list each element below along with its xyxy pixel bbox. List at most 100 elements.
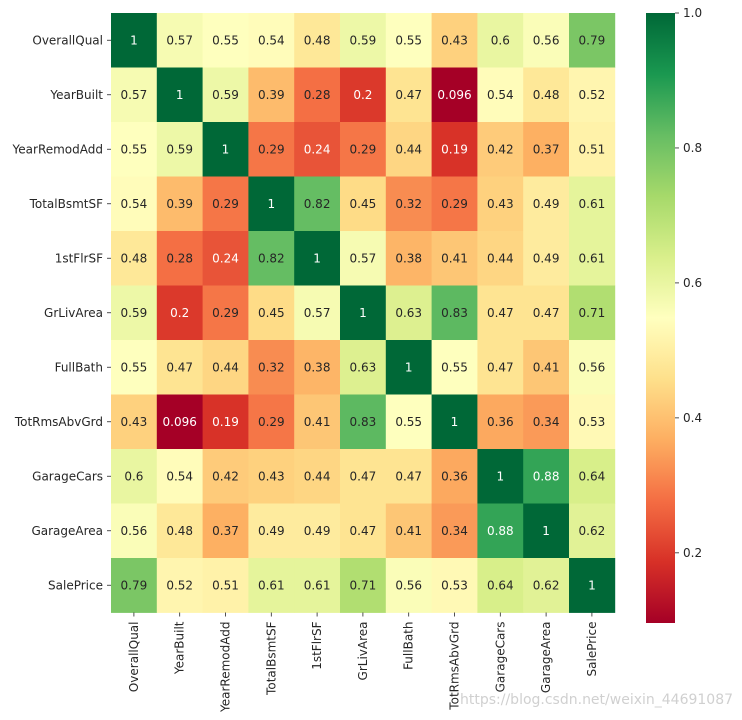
x-tick-label: FullBath (402, 622, 416, 670)
heatmap-cell (477, 503, 524, 559)
heatmap-cell (385, 340, 432, 395)
cell-value-label: 0.49 (533, 251, 560, 265)
heatmap-cell (340, 449, 387, 504)
cell-value-label: 0.79 (121, 578, 148, 592)
heatmap-cell (294, 67, 341, 123)
cell-value-label: 0.42 (212, 469, 239, 483)
heatmap-cell (156, 176, 203, 232)
cell-value-label: 0.43 (121, 415, 148, 429)
colorbar-tick-label: 0.8 (683, 141, 702, 155)
y-tick-label: YearBuilt (49, 88, 103, 102)
cell-value-label: 0.55 (395, 415, 422, 429)
cell-value-label: 0.57 (166, 33, 193, 47)
cell-value-label: 1 (542, 524, 550, 538)
cell-value-label: 0.79 (579, 33, 606, 47)
colorbar-tick-label: 1.0 (683, 6, 702, 20)
heatmap-cell (111, 13, 158, 68)
heatmap-cell (569, 67, 616, 123)
cell-value-label: 0.6 (491, 33, 510, 47)
cell-value-label: 0.24 (304, 142, 331, 156)
cell-value-label: 0.47 (350, 524, 377, 538)
cell-value-label: 0.36 (441, 469, 468, 483)
heatmap-cell (477, 67, 524, 123)
cell-value-label: 0.82 (304, 197, 331, 211)
heatmap-cell (202, 13, 249, 68)
cell-value-label: 0.45 (258, 306, 285, 320)
cell-value-label: 0.19 (441, 142, 468, 156)
heatmap-cell (431, 449, 478, 504)
heatmap-cell (111, 176, 158, 232)
heatmap-cell (294, 122, 341, 177)
heatmap-cell (477, 394, 524, 450)
cell-value-label: 0.52 (166, 578, 193, 592)
cell-value-label: 0.41 (533, 360, 560, 374)
heatmap-cell (248, 67, 295, 123)
y-tick-label: OverallQual (32, 33, 103, 47)
heatmap-cell (248, 340, 295, 395)
cell-value-label: 0.39 (166, 197, 193, 211)
cell-value-label: 0.29 (212, 306, 239, 320)
heatmap-cell (569, 449, 616, 504)
cell-value-label: 0.37 (212, 524, 239, 538)
cell-value-label: 1 (267, 197, 275, 211)
cell-value-label: 0.51 (212, 578, 239, 592)
cell-value-label: 0.47 (487, 306, 514, 320)
cell-value-label: 0.63 (350, 360, 377, 374)
heatmap-cell (523, 449, 570, 504)
cell-value-label: 0.57 (304, 306, 331, 320)
cell-value-label: 0.61 (304, 578, 331, 592)
heatmap-cell (156, 503, 203, 559)
heatmap-cell (294, 503, 341, 559)
cell-value-label: 0.59 (166, 142, 193, 156)
cell-value-label: 0.61 (579, 251, 606, 265)
cell-value-label: 0.48 (533, 88, 560, 102)
heatmap-cell (111, 340, 158, 395)
heatmap-cell (477, 13, 524, 68)
heatmap-cell (477, 231, 524, 286)
heatmap-cell (111, 231, 158, 286)
x-tick-label: GrLivArea (356, 622, 370, 681)
heatmap-cell (248, 285, 295, 341)
heatmap-cell (248, 231, 295, 286)
heatmap-cell (340, 176, 387, 232)
x-tick-label: 1stFlrSF (310, 621, 324, 669)
cell-value-label: 0.44 (212, 360, 239, 374)
x-tick-label: TotRmsAbvGrd (448, 622, 462, 711)
x-tick-label: YearRemodAdd (219, 622, 233, 713)
heatmap-cell (202, 122, 249, 177)
cell-value-label: 0.29 (212, 197, 239, 211)
heatmap-cell (156, 394, 203, 450)
heatmap-cell (248, 13, 295, 68)
heatmap-cell (523, 13, 570, 68)
heatmap-cell (523, 231, 570, 286)
cell-value-label: 0.54 (121, 197, 148, 211)
heatmap-cell (385, 231, 432, 286)
cell-value-label: 0.47 (166, 360, 193, 374)
heatmap-cell (340, 13, 387, 68)
cell-value-label: 0.096 (437, 88, 471, 102)
cell-value-label: 0.57 (121, 88, 148, 102)
cell-value-label: 0.71 (579, 306, 606, 320)
heatmap-cell (569, 13, 616, 68)
cell-value-label: 0.59 (121, 306, 148, 320)
heatmap-cell (477, 285, 524, 341)
cell-value-label: 0.53 (441, 578, 468, 592)
cell-value-label: 0.55 (441, 360, 468, 374)
heatmap-cell (523, 67, 570, 123)
heatmap-cell (156, 285, 203, 341)
cell-value-label: 0.49 (304, 524, 331, 538)
cell-value-label: 0.83 (441, 306, 468, 320)
cell-value-label: 0.55 (121, 142, 148, 156)
heatmap-cell (248, 449, 295, 504)
cell-value-label: 0.48 (121, 251, 148, 265)
cell-value-label: 0.41 (441, 251, 468, 265)
cell-value-label: 0.59 (350, 33, 377, 47)
heatmap-cell (523, 340, 570, 395)
cell-value-label: 0.64 (487, 578, 514, 592)
heatmap-cell (294, 449, 341, 504)
cell-value-label: 0.29 (258, 142, 285, 156)
cell-value-label: 0.56 (395, 578, 422, 592)
cell-value-label: 0.36 (487, 415, 514, 429)
cell-value-label: 0.24 (212, 251, 239, 265)
heatmap-cell (431, 558, 478, 613)
